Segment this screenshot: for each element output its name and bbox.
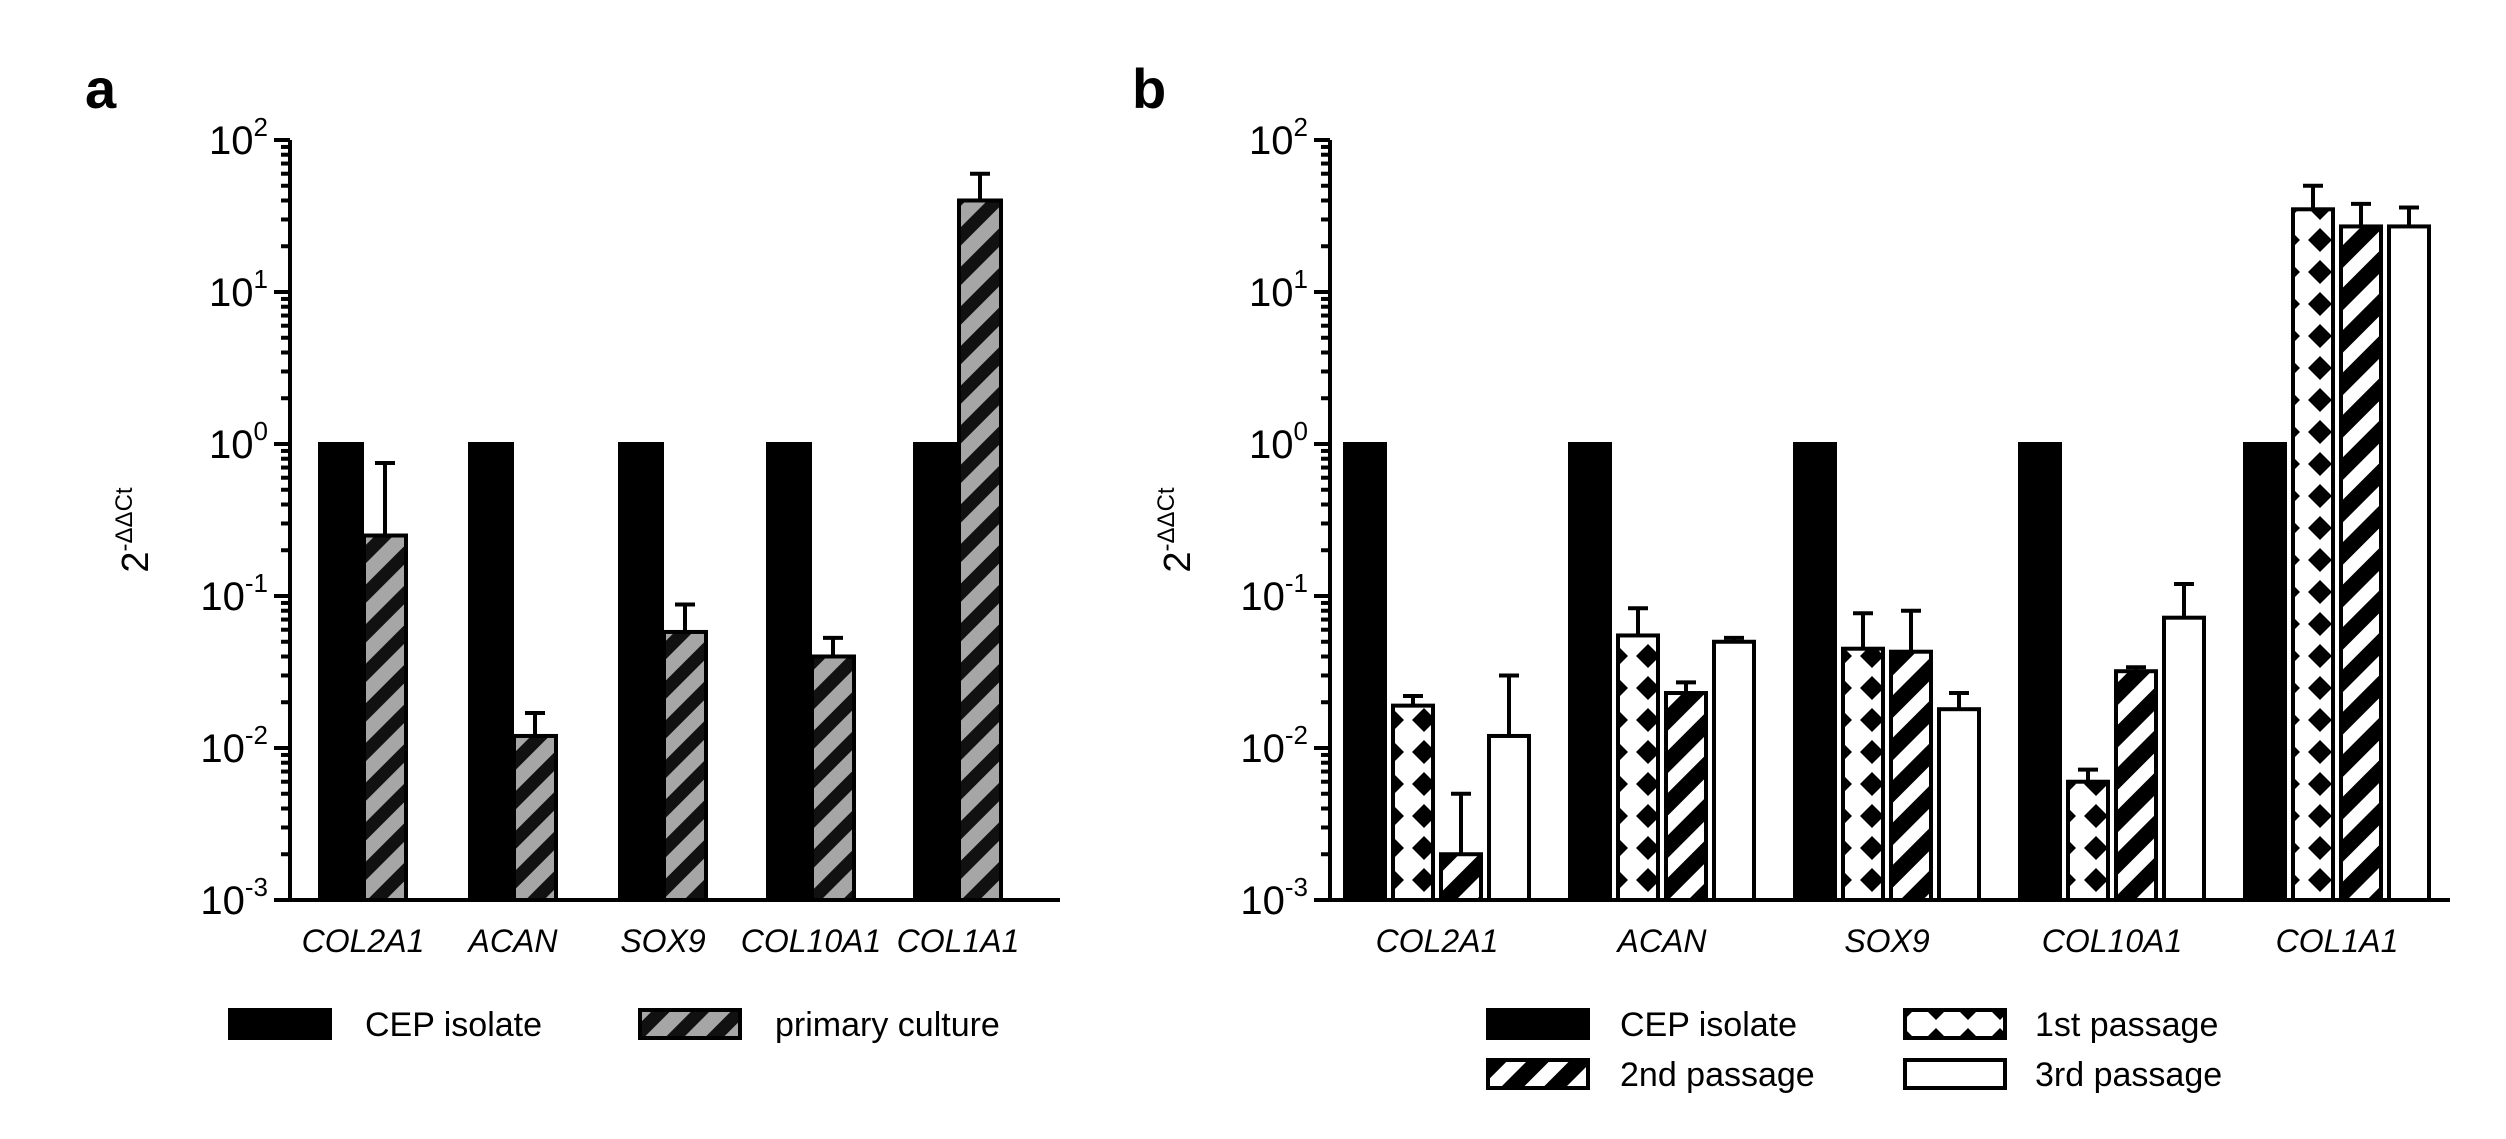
- bar-b-cep-isolate-col10a1: [2018, 442, 2062, 902]
- bar-b-3rd-passage-sox9: [1937, 707, 1981, 903]
- y-tick-label: 101: [209, 264, 268, 315]
- panel-letter: b: [1132, 57, 1166, 120]
- legend-swatch-cep-isolate: [228, 1008, 332, 1040]
- bar-a-primary-culture-sox9: [662, 629, 708, 902]
- legend-label-primary-culture: primary culture: [775, 1006, 1000, 1044]
- y-axis-title: 2-ΔΔCt: [1153, 487, 1199, 573]
- y-tick-label: 10-2: [200, 720, 268, 771]
- panel-a: a COL2A1 ACAN SOX9 COL10A1 COL1A1 10-3 10-2 10-1…: [85, 57, 1060, 1044]
- bar-b-1st-passage-col2a1: [1391, 703, 1435, 902]
- y-tick-label: 10-1: [1240, 568, 1308, 619]
- legend-swatch-2nd-passage: [1486, 1058, 1590, 1090]
- category-label-col10a1: COL10A1: [741, 923, 882, 959]
- y-tick-label: 102: [1249, 112, 1308, 163]
- bar-b-cep-isolate-sox9: [1793, 442, 1837, 902]
- y-tick-label: 10-2: [1240, 720, 1308, 771]
- bar-b-2nd-passage-col2a1: [1439, 852, 1483, 903]
- y-tick-label: 100: [1249, 416, 1308, 467]
- y-tick-label: 102: [209, 112, 268, 163]
- bar-a-primary-culture-acan: [512, 733, 558, 903]
- category-label-col1a1: COL1A1: [897, 923, 1020, 959]
- bar-b-cep-isolate-acan: [1568, 442, 1612, 902]
- bar-a-cep-isolate-acan: [468, 442, 514, 902]
- legend-label-1st-passage: 1st passage: [2035, 1006, 2218, 1044]
- bar-a-cep-isolate-col2a1: [318, 442, 364, 902]
- y-tick-label: 101: [1249, 264, 1308, 315]
- bar-a-primary-culture-col1a1: [957, 198, 1003, 902]
- category-label-acan: ACAN: [1616, 923, 1708, 959]
- y-tick-label: 10-3: [200, 872, 268, 923]
- legend-label-cep-isolate: CEP isolate: [1620, 1006, 1797, 1044]
- bar-a-cep-isolate-sox9: [618, 442, 664, 902]
- bar-b-3rd-passage-col2a1: [1487, 733, 1531, 903]
- bar-b-3rd-passage-col1a1: [2387, 224, 2431, 903]
- legend-swatch-1st-passage: [1903, 1008, 2007, 1040]
- category-label-sox9: SOX9: [620, 923, 706, 959]
- bar-a-cep-isolate-col1a1: [913, 442, 959, 902]
- bar-b-3rd-passage-acan: [1712, 639, 1756, 902]
- legend-label-2nd-passage: 2nd passage: [1620, 1056, 1815, 1094]
- panel-b: b COL2A1 ACAN SOX9 COL10A1 COL1A1 10-3 10-2 10-1…: [1132, 57, 2450, 1094]
- bar-b-2nd-passage-acan: [1664, 691, 1708, 903]
- bar-b-2nd-passage-col1a1: [2339, 224, 2383, 903]
- bar-a-primary-culture-col2a1: [362, 533, 408, 902]
- category-label-col2a1: COL2A1: [302, 923, 425, 959]
- bar-b-2nd-passage-col10a1: [2114, 669, 2158, 903]
- category-label-col1a1: COL1A1: [2276, 923, 2399, 959]
- bar-b-3rd-passage-col10a1: [2162, 615, 2206, 903]
- bar-b-1st-passage-acan: [1616, 633, 1660, 902]
- bar-a-cep-isolate-col10a1: [766, 442, 812, 902]
- legend-swatch-primary-culture: [638, 1008, 742, 1040]
- legend-swatch-cep-isolate: [1486, 1008, 1590, 1040]
- category-label-sox9: SOX9: [1844, 923, 1930, 959]
- bar-b-cep-isolate-col1a1: [2243, 442, 2287, 902]
- y-tick-label: 10-3: [1240, 872, 1308, 923]
- legend-label-cep-isolate: CEP isolate: [365, 1006, 542, 1044]
- bar-b-1st-passage-col10a1: [2066, 779, 2110, 902]
- legend-swatch-3rd-passage: [1903, 1058, 2007, 1090]
- bar-b-1st-passage-sox9: [1841, 646, 1885, 902]
- bar-b-1st-passage-col1a1: [2291, 207, 2335, 903]
- bar-a-primary-culture-col10a1: [810, 654, 856, 902]
- y-axis-title: 2-ΔΔCt: [111, 487, 157, 573]
- panel-letter: a: [85, 57, 117, 120]
- bar-b-2nd-passage-sox9: [1889, 649, 1933, 902]
- category-label-col10a1: COL10A1: [2042, 923, 2183, 959]
- y-tick-label: 10-1: [200, 568, 268, 619]
- category-label-acan: ACAN: [467, 923, 559, 959]
- category-label-col2a1: COL2A1: [1376, 923, 1499, 959]
- bar-b-cep-isolate-col2a1: [1343, 442, 1387, 902]
- y-tick-label: 100: [209, 416, 268, 467]
- legend-label-3rd-passage: 3rd passage: [2035, 1056, 2222, 1094]
